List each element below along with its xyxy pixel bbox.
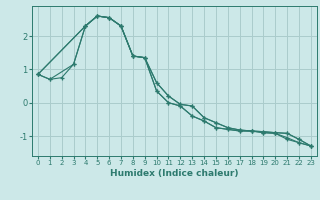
X-axis label: Humidex (Indice chaleur): Humidex (Indice chaleur): [110, 169, 239, 178]
